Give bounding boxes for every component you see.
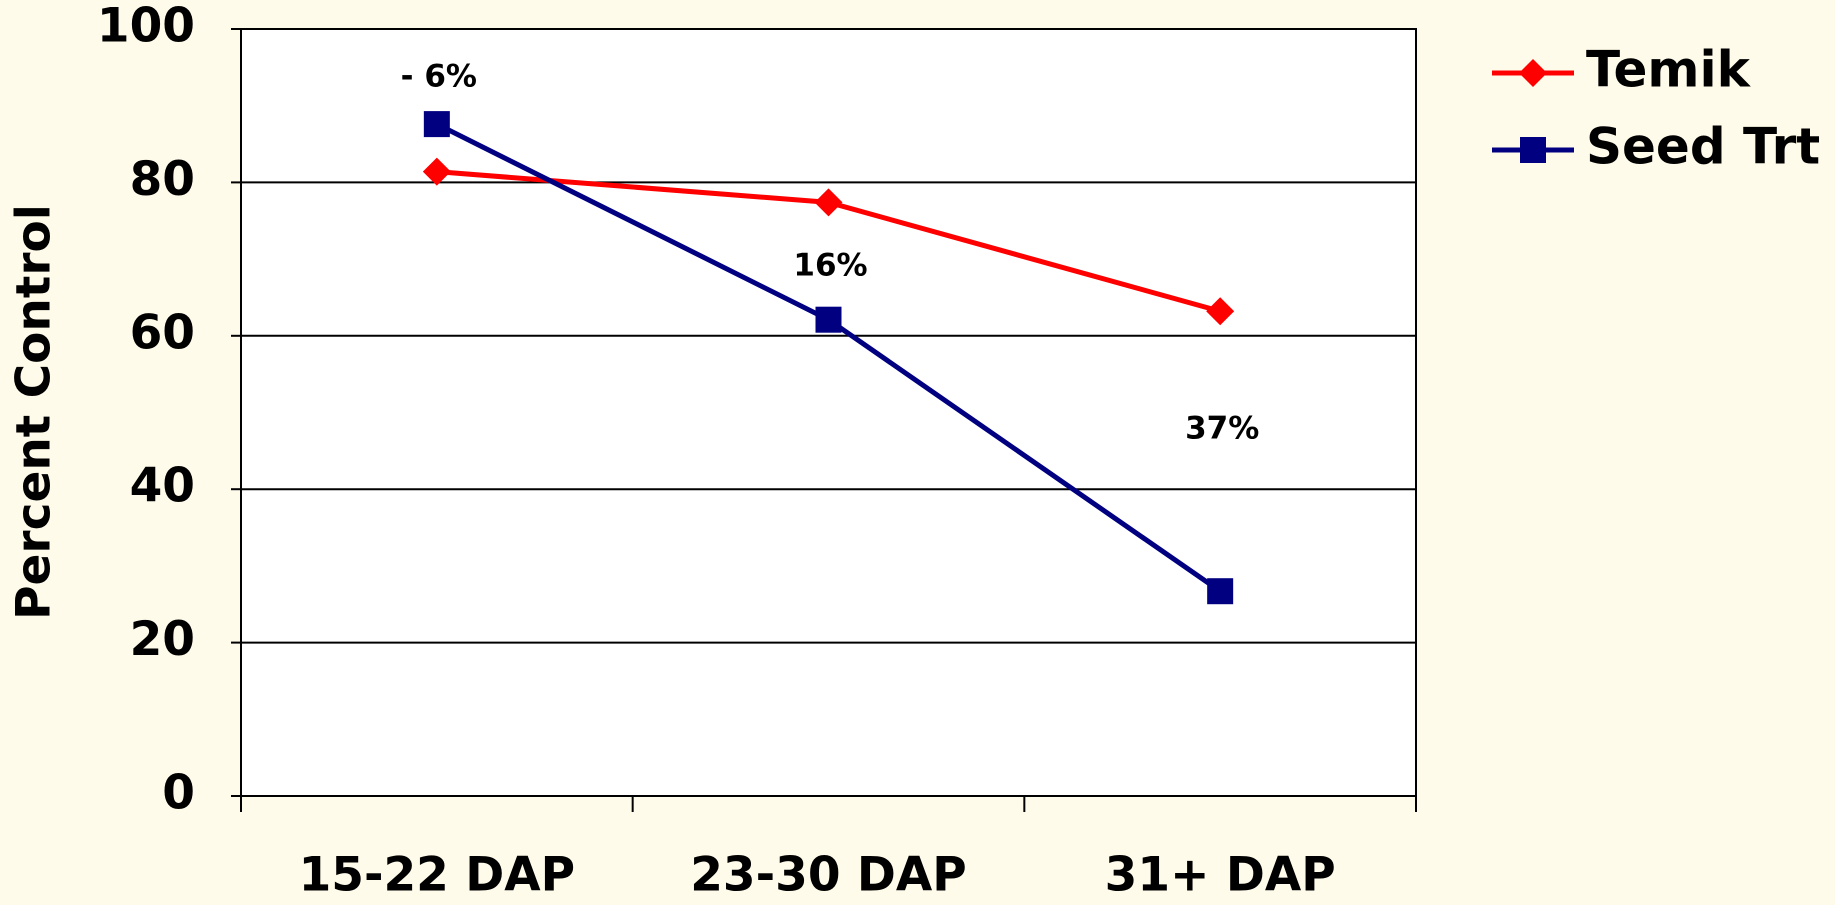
y-tick-label: 80 xyxy=(130,152,195,207)
annotation: 16% xyxy=(793,248,867,284)
plot-area xyxy=(241,29,1416,796)
x-tick-label: 31+ DAP xyxy=(1105,848,1336,903)
y-tick-label: 60 xyxy=(130,305,195,360)
annotation: - 6% xyxy=(401,59,477,95)
y-tick-label: 0 xyxy=(162,766,195,821)
marker xyxy=(1519,59,1547,87)
marker xyxy=(1520,137,1546,163)
y-tick-label: 20 xyxy=(130,612,195,667)
marker xyxy=(422,157,451,186)
x-tick-label: 23-30 DAP xyxy=(690,848,967,903)
y-tick-label: 100 xyxy=(97,0,195,54)
y-tick-label: 40 xyxy=(130,459,195,514)
legend-label: Temik xyxy=(1586,41,1752,99)
annotation: 37% xyxy=(1185,411,1259,447)
plot-border xyxy=(240,28,1417,797)
marker xyxy=(1206,297,1235,326)
x-tick-label: 15-22 DAP xyxy=(299,848,576,903)
marker xyxy=(815,306,842,333)
y-axis-label: Percent Control xyxy=(7,204,62,620)
legend-label: Seed Trt xyxy=(1586,118,1820,176)
marker xyxy=(814,188,843,217)
marker xyxy=(1207,578,1234,605)
marker xyxy=(423,111,450,138)
